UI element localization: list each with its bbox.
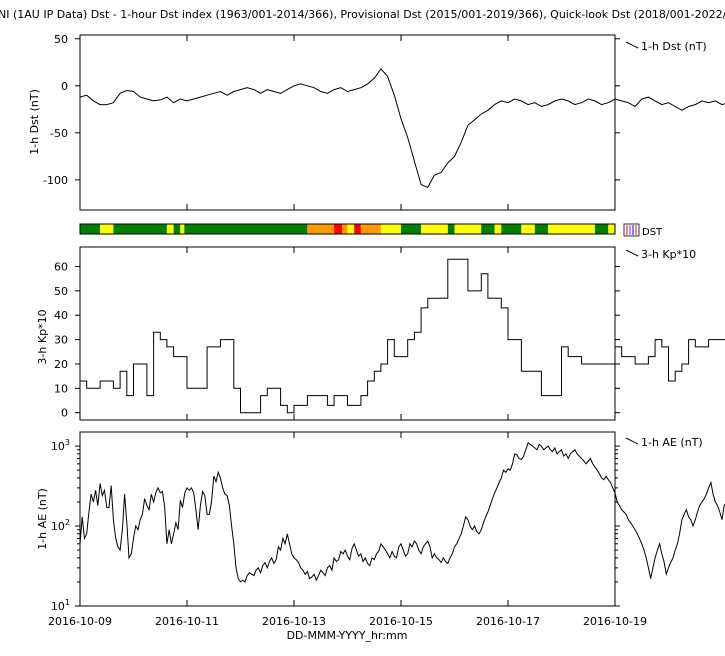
kp-ytick-label: 40 — [54, 309, 68, 322]
dst-ytick-label: -50 — [50, 127, 68, 140]
dst-series-line — [79, 68, 725, 189]
ae-plot-frame — [79, 431, 616, 607]
ae-xticks — [79, 432, 616, 606]
kp-ytick-label: 50 — [54, 285, 68, 298]
dst-ytick-label: 50 — [54, 33, 68, 46]
ae-ytick-label: 102 — [51, 518, 70, 533]
kp-ylabel: 3-h Kp*10 — [36, 309, 49, 364]
kp-ytick-label: 60 — [54, 260, 68, 273]
dst-colorbar-segment — [360, 224, 381, 234]
x-tick-label: 2016-10-17 — [476, 615, 540, 628]
dst-ylabel: 1-h Dst (nT) — [28, 89, 41, 155]
kp-ytick-label: 0 — [61, 407, 68, 420]
dst-colorbar-segment — [354, 224, 361, 234]
kp-legend-swatch — [625, 249, 639, 257]
dst-colorbar-segment — [113, 224, 167, 234]
dst-ytick-label: -100 — [43, 174, 68, 187]
dst-colorbar-legend-swatch — [623, 223, 640, 237]
ae-yticks: 103 102 101 — [51, 438, 620, 613]
ae-legend-swatch — [625, 437, 639, 445]
kp-yticks: 60 50 40 30 20 10 0 — [54, 260, 620, 420]
dst-legend-label: 1-h Dst (nT) — [641, 40, 707, 53]
dst-colorbar-segment — [334, 224, 343, 234]
dst-colorbar-segment — [380, 224, 401, 234]
dst-legend-swatch — [625, 41, 639, 49]
x-tick-label: 2016-10-09 — [48, 615, 112, 628]
ae-panel: 103 102 101 1-h AE (nT) 1-h AE (nT) — [36, 431, 725, 613]
dst-colorbar-segment — [401, 224, 422, 234]
dst-yticks: 50 0 -50 -100 — [43, 33, 620, 187]
kp-plot-frame — [79, 246, 616, 421]
dst-colorbar-frame — [79, 223, 616, 235]
kp-ytick-label: 10 — [54, 382, 68, 395]
chart-title: NI (1AU IP Data) Dst - 1-hour Dst index … — [0, 8, 725, 21]
dst-colorbar-segment — [494, 224, 502, 234]
dst-colorbar-segment — [166, 224, 174, 234]
ae-series-line — [79, 441, 725, 583]
dst-colorbar-segment — [447, 224, 455, 234]
dst-colorbar-segment — [80, 224, 101, 234]
dst-colorbar-segment — [184, 224, 308, 234]
dst-colorbar-segments — [80, 224, 615, 234]
dst-colorbar-segment — [608, 224, 615, 234]
dst-colorbar-segment — [454, 224, 482, 234]
kp-ytick-label: 30 — [54, 334, 68, 347]
dst-colorbar-segment — [481, 224, 495, 234]
x-tick-label: 2016-10-13 — [262, 615, 326, 628]
dst-colorbar-panel: DST — [79, 223, 663, 238]
x-tick-label: 2016-10-19 — [583, 615, 647, 628]
kp-xticks — [79, 247, 616, 420]
dst-colorbar-segment — [548, 224, 595, 234]
dst-ytick-label: 0 — [61, 80, 68, 93]
dst-colorbar-legend-label: DST — [642, 227, 663, 238]
ae-ylabel: 1-h AE (nT) — [36, 488, 49, 550]
x-tick-label: 2016-10-11 — [155, 615, 219, 628]
dst-colorbar-segment — [307, 224, 335, 234]
dst-colorbar-segment — [534, 224, 549, 234]
dst-colorbar-segment — [100, 224, 114, 234]
dst-colorbar-segment — [342, 224, 348, 234]
dst-colorbar-segment — [501, 224, 522, 234]
ae-ytick-label: 103 — [51, 438, 70, 453]
kp-series-line — [80, 258, 725, 414]
dst-colorbar-segment — [421, 224, 448, 234]
dst-colorbar-segment — [594, 224, 609, 234]
dst-colorbar-segment — [521, 224, 535, 234]
kp-ytick-label: 20 — [54, 358, 68, 371]
dst-colorbar-segment — [173, 224, 181, 234]
dst-colorbar-segment — [347, 224, 355, 234]
dst-panel: 50 0 -50 -100 1-h Dst (nT) 1-h Dst (nT) — [28, 33, 725, 211]
kp-panel: 60 50 40 30 20 10 0 3-h Kp*10 3-h Kp*10 — [36, 246, 725, 421]
x-axis-title: DD-MMM-YYYY_hr:mm — [287, 629, 408, 642]
dst-xticks — [79, 35, 616, 210]
kp-legend-label: 3-h Kp*10 — [641, 248, 696, 261]
ae-legend-label: 1-h AE (nT) — [641, 436, 703, 449]
ae-ytick-label: 101 — [51, 598, 70, 613]
x-tick-labels: 2016-10-09 2016-10-11 2016-10-13 2016-10-15… — [48, 615, 647, 628]
dst-plot-frame — [79, 34, 616, 211]
dst-colorbar-segment — [180, 224, 185, 234]
x-tick-label: 2016-10-15 — [369, 615, 433, 628]
